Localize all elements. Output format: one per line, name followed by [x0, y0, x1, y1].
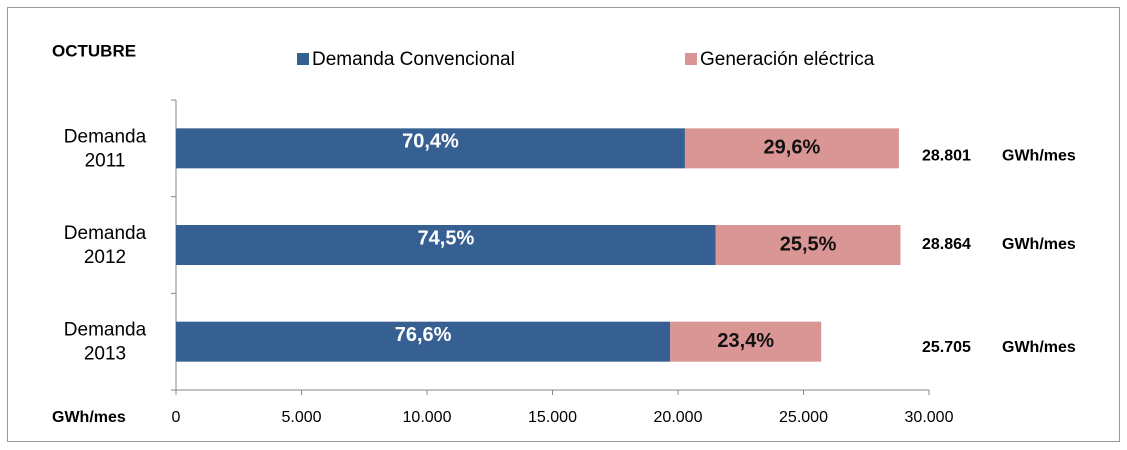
total-unit: GWh/mes [1002, 339, 1076, 356]
total-label: 28.801 [922, 148, 971, 165]
bar-segment [670, 321, 822, 362]
category-label: Demanda [64, 126, 147, 147]
legend-swatch [297, 53, 309, 65]
bar-segment [715, 225, 901, 265]
segment-label: 23,4% [717, 330, 774, 352]
segment-label: 74,5% [418, 227, 475, 249]
x-axis-label: GWh/mes [52, 409, 126, 426]
bar-segment [176, 321, 671, 362]
segment-label: 25,5% [780, 233, 837, 255]
category-label: 2013 [84, 344, 126, 365]
legend-label: Demanda Convencional [312, 49, 515, 70]
x-tick-label: 5.000 [281, 409, 321, 426]
legend-label: Generación eléctrica [700, 49, 875, 70]
total-label: 28.864 [922, 236, 971, 253]
total-unit: GWh/mes [1002, 148, 1076, 165]
x-tick-label: 30.000 [905, 409, 954, 426]
bar-segment [176, 128, 685, 169]
category-label: 2012 [84, 247, 126, 268]
x-tick-label: 0 [172, 409, 181, 426]
total-label: 25.705 [922, 339, 971, 356]
bar-segment [684, 128, 899, 169]
segment-label: 70,4% [402, 131, 459, 153]
legend-swatch [685, 53, 697, 65]
category-label: 2011 [85, 150, 126, 171]
chart-border [7, 7, 1120, 442]
segment-label: 76,6% [395, 324, 452, 346]
x-tick-label: 25.000 [779, 409, 828, 426]
x-tick-label: 10.000 [403, 409, 452, 426]
chart-title: OCTUBRE [52, 41, 136, 60]
x-tick-label: 15.000 [528, 409, 577, 426]
segment-label: 29,6% [764, 137, 821, 159]
category-label: Demanda [64, 320, 147, 341]
x-tick-label: 20.000 [654, 409, 703, 426]
total-unit: GWh/mes [1002, 236, 1076, 253]
category-label: Demanda [64, 223, 147, 244]
bar-segment [176, 225, 716, 265]
